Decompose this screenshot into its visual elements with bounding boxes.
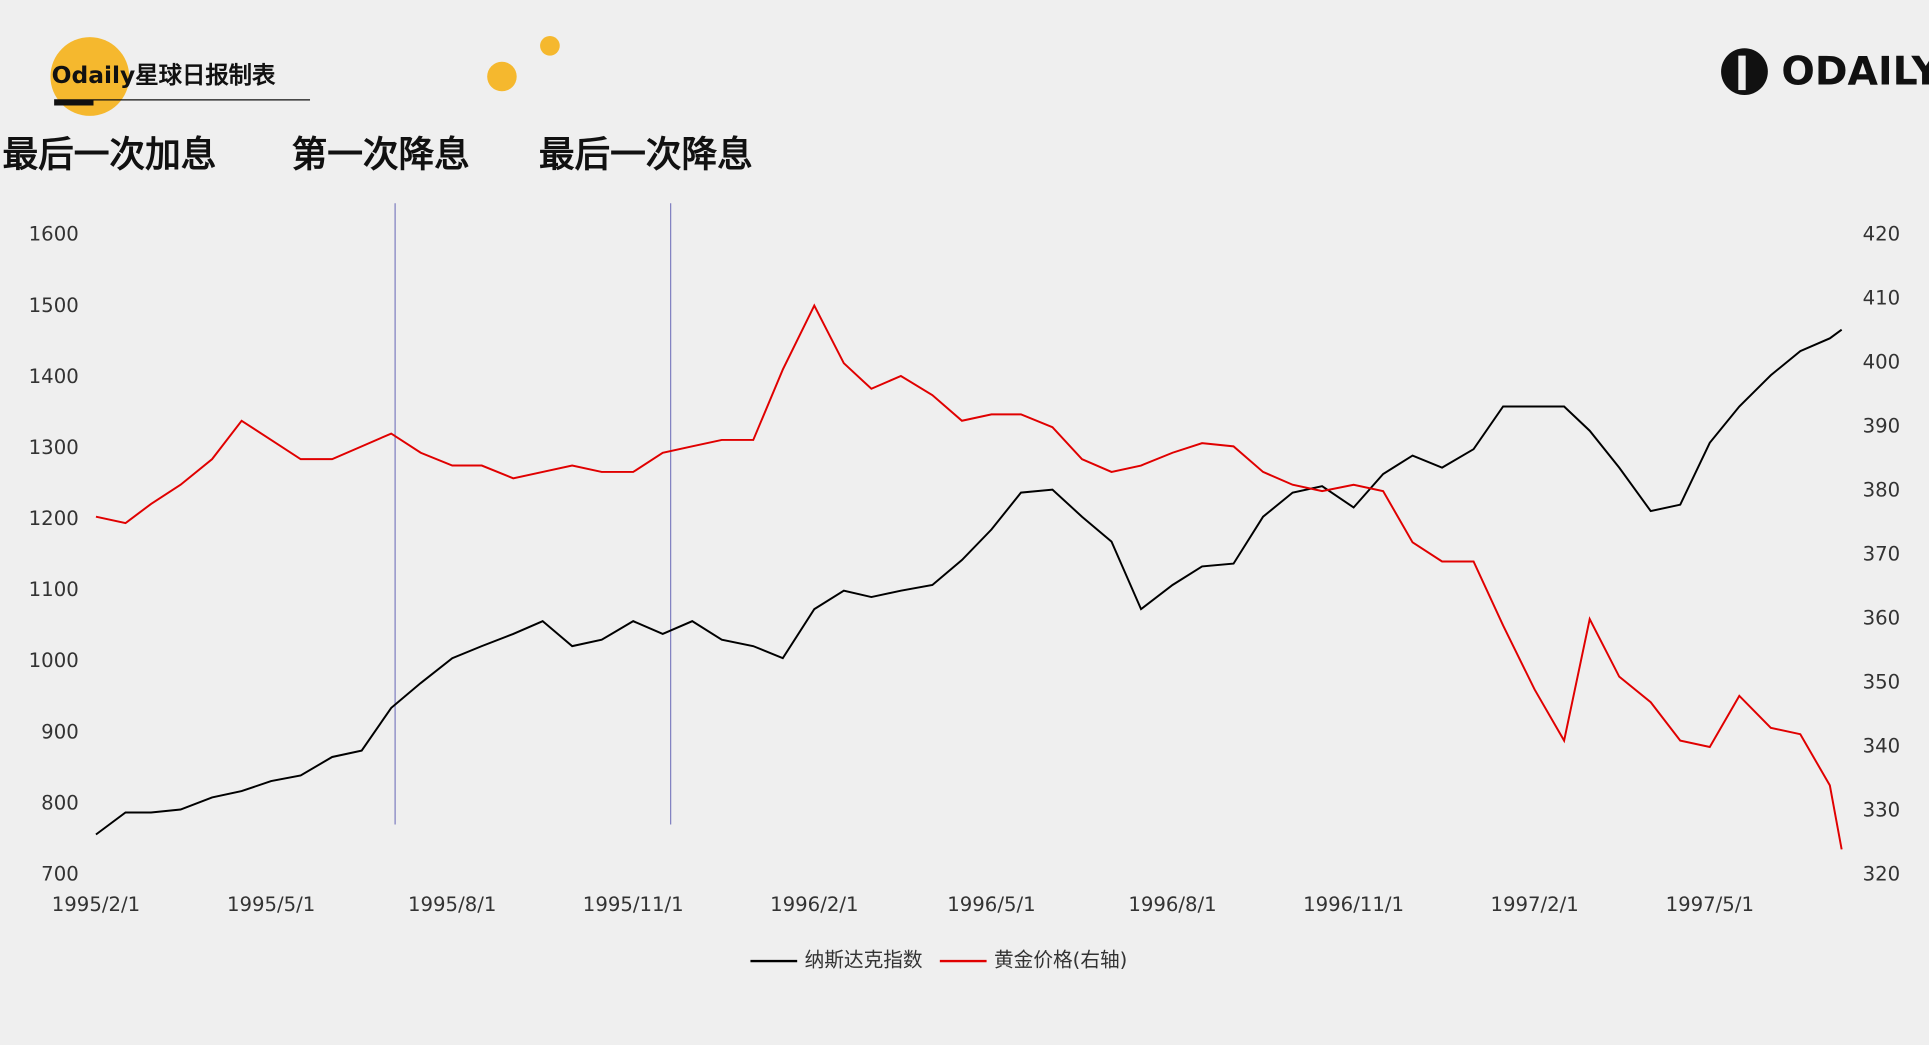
y2-tick-label: 390 xyxy=(1863,415,1901,438)
logo: ODAILY xyxy=(1781,49,1929,95)
x-tick-label: 1996/5/1 xyxy=(947,893,1035,916)
series-line xyxy=(95,328,1843,836)
deco-dot xyxy=(487,61,517,92)
annotation: 第一次降息 xyxy=(292,135,470,176)
annotation: 最后一次降息 xyxy=(539,135,753,176)
y2-tick-label: 370 xyxy=(1863,543,1901,566)
y2-tick-label: 410 xyxy=(1863,287,1901,310)
x-tick-label: 1997/2/1 xyxy=(1490,893,1578,916)
y-tick-label: 1500 xyxy=(29,294,79,317)
y2-tick-label: 380 xyxy=(1863,479,1901,502)
x-tick-label: 1995/8/1 xyxy=(408,893,496,916)
y-tick-label: 900 xyxy=(41,720,79,743)
logo-dot xyxy=(50,37,130,116)
x-tick-label: 1996/8/1 xyxy=(1128,893,1216,916)
y2-tick-label: 420 xyxy=(1863,223,1901,246)
x-tick-label: 1996/2/1 xyxy=(770,893,858,916)
y-tick-label: 1600 xyxy=(29,223,79,246)
x-tick-label: 1997/5/1 xyxy=(1666,893,1754,916)
legend-label: 纳斯达克指数 xyxy=(805,949,923,972)
x-tick-label: 1995/11/1 xyxy=(583,893,684,916)
brand: Odaily星球日报制表 xyxy=(52,61,276,89)
y-tick-label: 1400 xyxy=(29,365,79,388)
x-tick-label: 1995/2/1 xyxy=(52,893,140,916)
x-tick-label: 1996/11/1 xyxy=(1303,893,1404,916)
y-tick-label: 800 xyxy=(41,791,79,814)
y-tick-label: 1300 xyxy=(29,436,79,459)
y2-tick-label: 360 xyxy=(1863,607,1901,630)
legend-label: 黄金价格(右轴) xyxy=(994,949,1127,972)
deco-dot xyxy=(540,35,560,56)
y2-tick-label: 340 xyxy=(1863,735,1901,758)
y-tick-label: 1200 xyxy=(29,507,79,530)
y2-tick-label: 320 xyxy=(1863,862,1901,885)
y-tick-label: 1100 xyxy=(29,578,79,601)
y2-tick-label: 350 xyxy=(1863,671,1901,694)
y-tick-label: 1000 xyxy=(29,649,79,672)
annotation: 最后一次加息 xyxy=(2,135,216,176)
x-tick-label: 1995/5/1 xyxy=(227,893,315,916)
y2-tick-label: 330 xyxy=(1863,798,1901,821)
y-tick-label: 700 xyxy=(41,862,79,885)
logo-icon xyxy=(1738,55,1746,91)
series-line xyxy=(95,303,1843,850)
y2-tick-label: 400 xyxy=(1863,351,1901,374)
